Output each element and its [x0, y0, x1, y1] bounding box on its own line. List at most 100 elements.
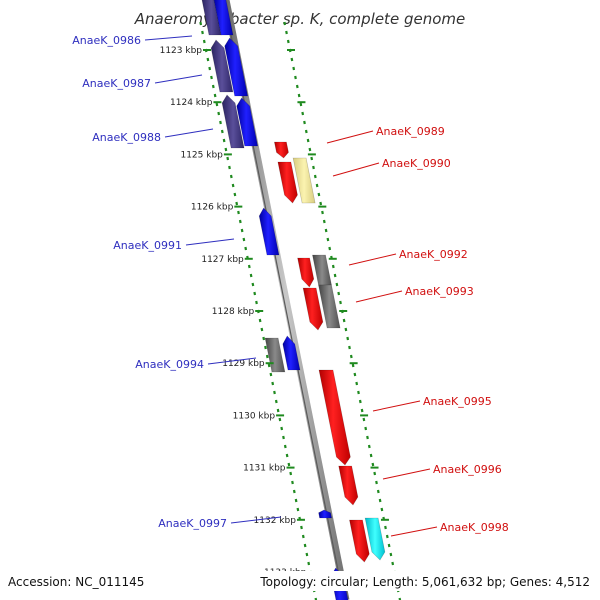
gene-leader-line — [154, 74, 203, 84]
ruler-dot — [366, 435, 369, 440]
ruler-dot — [285, 30, 288, 35]
ruler-dot — [222, 138, 226, 143]
ruler-dot — [219, 120, 222, 125]
ruler-dot — [253, 291, 257, 296]
gene-anaek-0991[interactable] — [258, 207, 280, 256]
ruler-dot — [240, 228, 244, 233]
ruler-dot — [292, 489, 296, 494]
gene-anaek-0988-left[interactable] — [221, 94, 245, 149]
gene-leader-line — [185, 238, 235, 246]
gene-anaek-0987[interactable] — [224, 37, 249, 97]
ruler-dot — [301, 534, 305, 539]
ruler-dot — [280, 426, 284, 431]
ruler-dot — [206, 57, 210, 62]
gene-label-anaek-0986[interactable]: AnaeK_0986 — [72, 34, 141, 47]
ruler-dot — [317, 192, 321, 197]
ruler-dot — [342, 318, 346, 323]
ruler-dot — [346, 336, 350, 341]
ruler-dot — [242, 237, 246, 242]
ruler-dot — [228, 165, 231, 170]
ruler-dot — [296, 507, 300, 512]
gene-anaek-0988[interactable] — [236, 97, 259, 147]
gene-label-anaek-0992[interactable]: AnaeK_0992 — [399, 248, 468, 261]
ruler-dot — [265, 354, 269, 359]
gene-anaek-0998[interactable] — [349, 519, 370, 563]
kbp-label: 1123 kbp — [160, 46, 203, 56]
kbp-label: 1129 kbp — [222, 359, 265, 369]
ruler-dot — [286, 39, 290, 44]
ruler-dot — [303, 120, 306, 125]
ruler-dot — [269, 372, 273, 377]
ruler-dot — [274, 399, 278, 404]
gene-label-anaek-0989[interactable]: AnaeK_0989 — [376, 125, 445, 138]
ruler-dot — [384, 525, 387, 530]
kbp-label: 1131 kbp — [243, 464, 286, 474]
ruler-dot — [292, 66, 296, 71]
gene-anaek-0987-left[interactable] — [210, 39, 234, 93]
gene-label-anaek-0995[interactable]: AnaeK_0995 — [423, 395, 492, 408]
ruler-dot — [211, 84, 215, 89]
gene-label-anaek-0997[interactable]: AnaeK_0997 — [158, 517, 227, 530]
gene-label-anaek-0988[interactable]: AnaeK_0988 — [92, 131, 161, 144]
gene-anaek-0994-gray[interactable] — [264, 337, 286, 373]
ruler-dot — [264, 345, 267, 350]
ruler-dot — [199, 21, 203, 26]
ruler-dot — [235, 201, 239, 206]
gene-leader-line — [382, 468, 431, 480]
gene-label-anaek-0998[interactable]: AnaeK_0998 — [440, 521, 509, 534]
gene-label-anaek-0990[interactable]: AnaeK_0990 — [382, 157, 451, 170]
ruler-dot — [324, 228, 328, 233]
gene-leader-line — [326, 130, 374, 144]
gene-anaek-0995[interactable] — [318, 369, 351, 466]
gene-leader-line — [372, 400, 421, 412]
gene-label-anaek-0987[interactable]: AnaeK_0987 — [82, 77, 151, 90]
ruler-dot — [369, 453, 373, 458]
kbp-label: 1125 kbp — [180, 150, 223, 160]
gene-anaek-0990[interactable] — [277, 161, 298, 204]
ruler-dot — [367, 444, 371, 449]
gene-anaek-0998-cyan[interactable] — [364, 517, 386, 561]
gene-anaek-0994[interactable] — [282, 335, 301, 371]
gene-anaek-0996[interactable] — [338, 465, 359, 506]
gene-label-anaek-0991[interactable]: AnaeK_0991 — [113, 239, 182, 252]
gene-anaek-0997[interactable] — [318, 509, 332, 519]
ruler-dot — [301, 111, 305, 116]
gene-label-anaek-0994[interactable]: AnaeK_0994 — [135, 358, 204, 371]
gene-anaek-0989[interactable] — [274, 141, 289, 159]
kbp-label: 1124 kbp — [170, 98, 213, 108]
ruler-dot — [375, 480, 378, 485]
ruler-dot — [337, 291, 341, 296]
ruler-dot — [290, 57, 294, 62]
gene-anaek-0986-left[interactable] — [201, 0, 222, 36]
ruler-dot — [319, 201, 323, 206]
ruler-dot — [201, 30, 204, 35]
ruler-labels: 1123 kbp 1124 kbp 1125 kbp 1126 kbp 1127 kbp… — [160, 46, 400, 578]
gene-leader-line — [390, 526, 438, 537]
gene-label-anaek-0993[interactable]: AnaeK_0993 — [405, 285, 474, 298]
ruler-dot — [291, 480, 294, 485]
ruler-dot — [262, 336, 266, 341]
ruler-dot — [278, 417, 282, 422]
gene-anaek-0993-gray[interactable] — [318, 284, 341, 329]
ruler-dot — [389, 552, 393, 557]
ruler-dot — [331, 264, 335, 269]
gene-anaek-0986[interactable] — [213, 0, 234, 36]
ruler-dot — [271, 381, 275, 386]
ruler-dot — [276, 408, 280, 413]
gene-anaek-0992[interactable] — [297, 257, 315, 288]
gene-leader-line — [332, 162, 380, 177]
ruler-dot — [294, 498, 298, 503]
ruler-dot — [307, 561, 311, 566]
gene-anaek-0993[interactable] — [302, 287, 324, 331]
ruler-dot — [328, 246, 332, 251]
ruler-dot — [303, 543, 307, 548]
ruler-dot — [260, 327, 264, 332]
gene-label-anaek-0996[interactable]: AnaeK_0996 — [433, 463, 502, 476]
ruler-dot — [326, 237, 330, 242]
gene-anaek-0992-gray[interactable] — [312, 254, 332, 286]
ruler-dot — [283, 21, 287, 26]
gene-anaek-0990-yellow[interactable] — [292, 157, 316, 204]
gene-leader-line — [207, 357, 257, 365]
ruler-dot — [351, 363, 355, 368]
accession-text: Accession: NC_011145 — [8, 575, 144, 589]
